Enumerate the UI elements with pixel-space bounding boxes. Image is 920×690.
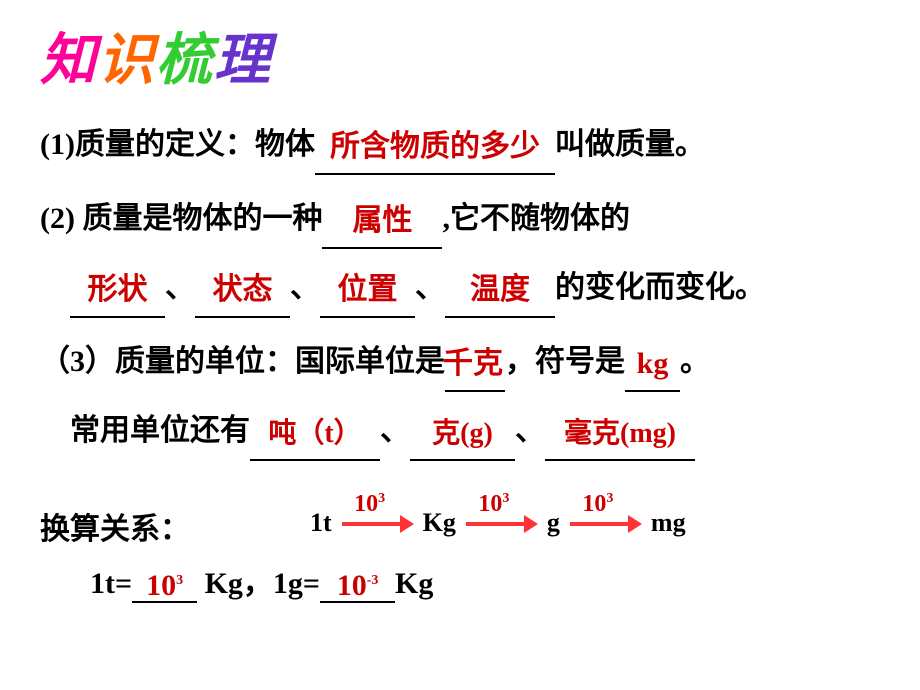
item2-a2: 状态 <box>213 273 273 306</box>
eq-b1: 103 <box>132 567 197 603</box>
arrow-line-icon <box>342 522 402 526</box>
item-3-line2: 常用单位还有吨（t）、克(g)、毫克(mg) <box>40 402 880 461</box>
item3-bb1: 吨（t） <box>250 402 380 461</box>
item2-l1-blank: 属性 <box>322 190 442 249</box>
unit-g: g <box>547 508 560 538</box>
item2-l2-suffix: 的变化而变化。 <box>555 271 765 304</box>
title-char-4: 理 <box>214 30 272 92</box>
item1-blank: 所含物质的多少 <box>315 116 555 175</box>
arrow-2: 103 <box>466 513 536 533</box>
item1-answer: 所含物质的多少 <box>330 130 540 163</box>
item2-a1: 形状 <box>88 273 148 306</box>
unit-t: 1t <box>310 508 332 538</box>
item2-a3: 位置 <box>338 273 398 306</box>
arrow-line-icon <box>570 522 630 526</box>
item3-b2: kg <box>625 333 680 392</box>
arrow-head-icon <box>628 515 642 533</box>
arrow-head-icon <box>400 515 414 533</box>
equation-line: 1t= 103 Kg，1g= 10-3 Kg <box>40 558 880 603</box>
item3-mid: ，符号是 <box>505 345 625 378</box>
title-char-2: 识 <box>98 30 156 92</box>
item3-b1: 千克 <box>445 333 505 392</box>
arrow-head-icon <box>524 515 538 533</box>
item2-a4: 温度 <box>470 273 530 306</box>
item3-l1-prefix: （3）质量的单位：国际单位是 <box>40 345 445 378</box>
arrow-3: 103 <box>570 513 640 533</box>
item-3-line1: （3）质量的单位：国际单位是千克，符号是 kg 。 <box>40 333 880 392</box>
conversion-chain: 1t 103 Kg 103 g 103 mg <box>310 506 686 538</box>
item3-l2-prefix: 常用单位还有 <box>70 414 250 447</box>
item3-bb2: 克(g) <box>410 402 515 461</box>
item-2-line1: (2) 质量是物体的一种属性 ,它不随物体的 <box>40 190 880 249</box>
item2-b1: 形状 <box>70 259 165 318</box>
slide-title: 知识梳理 <box>40 15 880 96</box>
eq-a1: 103 <box>146 569 183 602</box>
item3-aa3: 毫克(mg) <box>564 418 676 449</box>
item3-a1: 千克 <box>443 347 503 380</box>
sep: 、 <box>380 414 410 447</box>
exp-3: 103 <box>582 491 613 518</box>
arrow-1: 103 <box>342 513 412 533</box>
item3-a2: kg <box>637 347 669 380</box>
conversion-row: 换算关系： 1t 103 Kg 103 g 103 mg <box>40 486 880 546</box>
item2-b4: 温度 <box>445 259 555 318</box>
title-char-3: 梳 <box>156 30 214 92</box>
eq-b2: 10-3 <box>320 567 395 603</box>
item-2-line2: 形状、状态、位置、温度的变化而变化。 <box>40 259 880 318</box>
sep: 、 <box>290 271 320 304</box>
exp-1: 103 <box>354 491 385 518</box>
sep: 、 <box>165 271 195 304</box>
item2-l1-prefix: (2) 质量是物体的一种 <box>40 202 322 235</box>
item1-suffix: 叫做质量。 <box>555 128 705 161</box>
item2-b3: 位置 <box>320 259 415 318</box>
exp-2: 103 <box>478 491 509 518</box>
unit-mg: mg <box>651 508 686 538</box>
conv-label: 换算关系： <box>40 504 190 548</box>
arrow-line-icon <box>466 522 526 526</box>
item3-bb3: 毫克(mg) <box>545 402 695 461</box>
item1-prefix: (1)质量的定义：物体 <box>40 128 315 161</box>
eq-p1: 1t= <box>90 567 132 600</box>
item2-l1-suffix: ,它不随物体的 <box>442 202 630 235</box>
item-1: (1)质量的定义：物体所含物质的多少叫做质量。 <box>40 116 880 175</box>
sep: 、 <box>415 271 445 304</box>
eq-mid: Kg，1g= <box>197 567 320 600</box>
sep: 、 <box>515 414 545 447</box>
item2-l1-answer: 属性 <box>352 204 412 237</box>
eq-a2: 10-3 <box>337 569 379 602</box>
item2-b2: 状态 <box>195 259 290 318</box>
eq-suffix: Kg <box>395 567 433 600</box>
item3-aa2: 克(g) <box>432 418 493 449</box>
item3-end: 。 <box>680 345 710 378</box>
slide-container: 知识梳理 (1)质量的定义：物体所含物质的多少叫做质量。 (2) 质量是物体的一… <box>0 0 920 618</box>
unit-kg: Kg <box>423 508 456 538</box>
item3-aa1: 吨（t） <box>268 418 361 449</box>
title-char-1: 知 <box>40 30 98 92</box>
